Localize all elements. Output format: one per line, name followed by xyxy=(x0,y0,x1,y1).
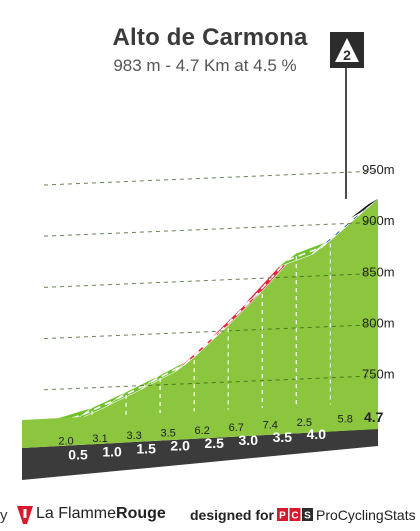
x-tick-label-0: 0.5 xyxy=(68,446,88,462)
flamme-rouge-brand: La FlammeRouge xyxy=(36,505,166,523)
climb-profile-chart: 750m 800m 850m 900m 950m 2.0 3.1 3.3 3.5 6.2 6.7 7.… xyxy=(22,32,395,480)
km-base-bar xyxy=(22,429,378,480)
mountain-icon xyxy=(335,38,359,62)
chart-subtitle: 983 m - 4.7 Km at 4.5 % xyxy=(113,56,297,75)
gradient-label-0: 2.0 xyxy=(58,436,73,448)
y-tick-label-0: 750m xyxy=(362,367,395,382)
pcs-logo-icon: P C S xyxy=(277,508,313,522)
x-tick-label-7: 4.0 xyxy=(307,426,327,442)
x-tick-label-2: 1.5 xyxy=(136,441,156,457)
y-gridline-3 xyxy=(43,221,379,237)
pcs-name: ProCyclingStats xyxy=(316,507,416,523)
segment-centerline-4 xyxy=(184,331,220,365)
gradient-label-7: 2.5 xyxy=(297,417,312,429)
x-tick-label-4: 2.5 xyxy=(204,435,224,451)
segment-centerline-6 xyxy=(252,259,288,299)
footer: y La FlammeRouge designed for P C S ProC… xyxy=(0,502,420,531)
y-tick-label-3: 900m xyxy=(362,213,395,228)
category-badge-label: 2 xyxy=(343,47,351,63)
gradient-label-3: 3.5 xyxy=(161,428,176,440)
y-tick-label-4: 950m xyxy=(362,162,395,177)
designed-for-text: designed for xyxy=(190,507,275,523)
gradient-label-1: 3.1 xyxy=(92,433,107,445)
x-tick-label-3: 2.0 xyxy=(170,438,190,454)
y-tick-label-1: 800m xyxy=(362,316,395,331)
gradient-label-8: 5.8 xyxy=(338,414,353,426)
gradient-label-strip xyxy=(22,402,378,448)
x-tick-label-1: 1.0 xyxy=(102,443,122,459)
x-tick-label-6: 3.5 xyxy=(273,429,293,445)
profile-area xyxy=(40,198,378,432)
pcs-letter-s: S xyxy=(304,511,311,522)
brand-bold: Rouge xyxy=(116,505,166,522)
chart-title: Alto de Carmona xyxy=(112,24,308,51)
x-tick-label-5: 3.0 xyxy=(239,432,259,448)
footer-by-text: y xyxy=(0,507,8,524)
pcs-letter-p: P xyxy=(279,511,286,522)
segment-centerline-5 xyxy=(218,297,254,333)
finish-marker xyxy=(351,198,378,218)
gradient-label-6: 7.4 xyxy=(263,419,278,431)
pcs-letter-c: C xyxy=(291,511,298,522)
gradient-label-5: 6.7 xyxy=(229,422,244,434)
segment-centerline-1 xyxy=(82,398,118,416)
gradient-label-4: 6.2 xyxy=(195,425,210,437)
finish-km-label: 4.7 xyxy=(364,409,384,425)
flamme-rouge-icon xyxy=(17,506,33,524)
segment-centerline-3 xyxy=(150,363,186,383)
segment-centerline-7 xyxy=(287,246,322,261)
segment-centerline-2 xyxy=(116,381,152,400)
segment-centerline-8 xyxy=(320,205,370,248)
y-tick-label-2: 850m xyxy=(362,264,395,279)
y-gridline-4 xyxy=(43,170,379,186)
brand-light: La Flamme xyxy=(36,505,117,522)
gradient-label-2: 3.3 xyxy=(126,430,141,442)
